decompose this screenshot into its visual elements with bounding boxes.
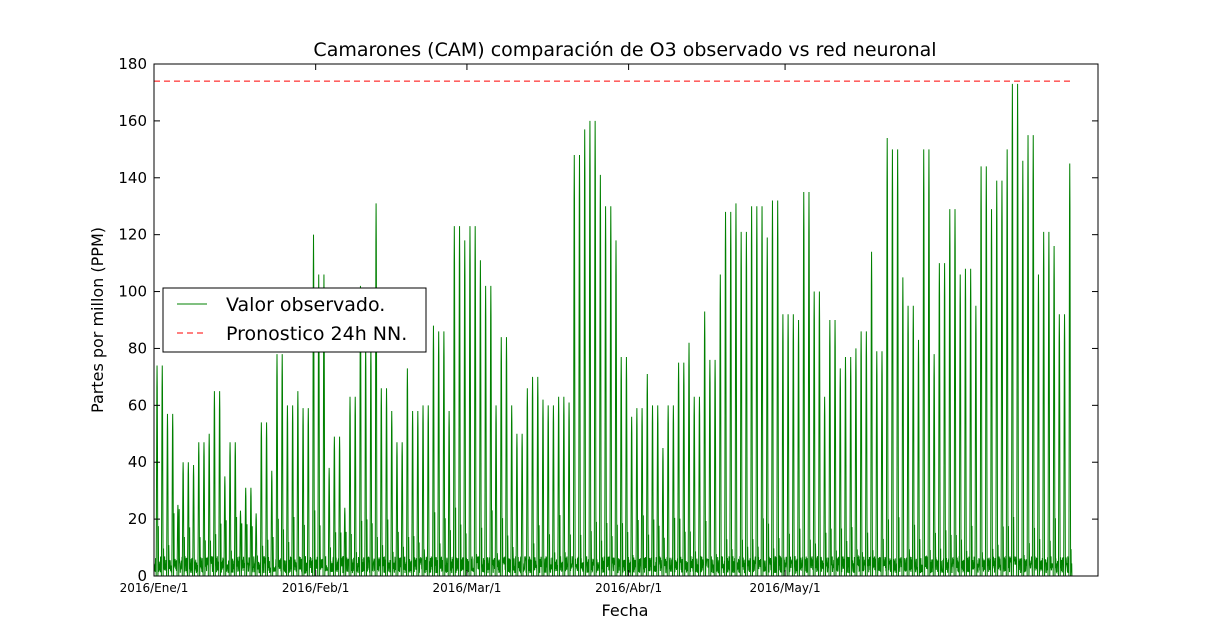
- y-tick-label: 140: [118, 169, 147, 187]
- x-axis-label: Fecha: [602, 601, 649, 620]
- chart-title: Camarones (CAM) comparación de O3 observ…: [313, 39, 936, 61]
- y-tick-label: 100: [118, 283, 147, 301]
- x-tick-label: 2016/Abr/1: [595, 581, 662, 595]
- legend: Valor observado. Pronostico 24h NN.: [162, 287, 427, 353]
- y-tick-label: 20: [128, 510, 147, 528]
- legend-box: [162, 287, 427, 353]
- y-tick-label: 120: [118, 226, 147, 244]
- y-axis-label: Partes por millon (PPM): [88, 227, 107, 413]
- y-tick-label: 160: [118, 112, 147, 130]
- y-tick-label: 80: [128, 339, 147, 357]
- y-tick-label: 180: [118, 55, 147, 73]
- y-tick-label: 60: [128, 396, 147, 414]
- x-tick-label: 2016/Ene/1: [120, 581, 189, 595]
- y-tick-label: 40: [128, 453, 147, 471]
- legend-label-observed: Valor observado.: [226, 294, 385, 316]
- x-tick-label: 2016/Mar/1: [432, 581, 501, 595]
- legend-label-forecast: Pronostico 24h NN.: [226, 323, 407, 345]
- x-tick-label: 2016/May/1: [750, 581, 821, 595]
- x-tick-label: 2016/Feb/1: [282, 581, 350, 595]
- plot-frame: [153, 63, 1099, 577]
- y-tick-label: 0: [137, 567, 147, 585]
- series-observed-line: [154, 83, 1073, 576]
